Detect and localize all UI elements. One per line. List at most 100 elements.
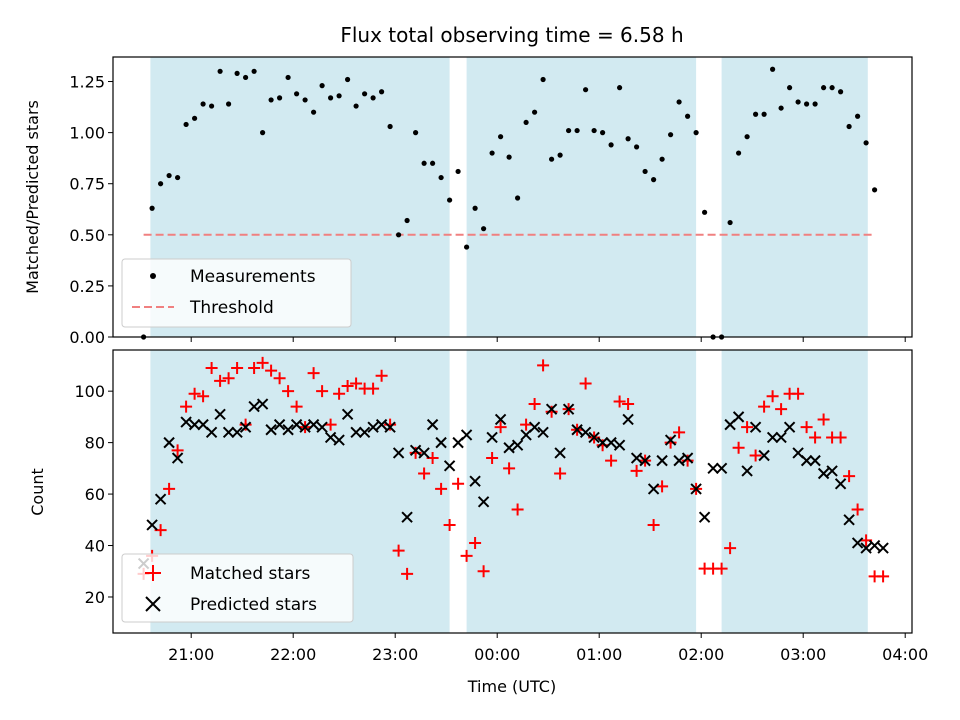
count-y-tick-label: 80: [85, 434, 105, 453]
predicted-star-marker: [511, 439, 524, 451]
matched-star-marker: [333, 387, 346, 400]
measurement-point: [183, 121, 189, 128]
predicted-star-marker: [171, 452, 184, 464]
measurement-point: [557, 152, 563, 158]
count-y-axis-label: Count: [28, 468, 47, 516]
measurement-point: [268, 97, 274, 103]
legend-predicted-marker: [145, 596, 161, 612]
matched-star-marker: [307, 367, 320, 380]
predicted-star-marker: [664, 434, 677, 446]
matched-star-marker: [477, 565, 490, 578]
measurement-point: [294, 91, 300, 97]
measurement-point: [438, 174, 444, 181]
predicted-star-marker: [766, 431, 779, 444]
ratio-y-axis-label: Matched/Predicted stars: [23, 100, 42, 294]
matched-star-marker: [766, 390, 779, 403]
predicted-star-marker: [418, 447, 430, 459]
measurement-point: [574, 127, 580, 134]
measurement-point: [540, 76, 546, 83]
predicted-star-marker: [741, 465, 753, 477]
measurement-point: [489, 150, 495, 156]
predicted-star-marker: [860, 542, 872, 554]
measurement-point: [421, 160, 427, 166]
matched-star-marker: [724, 542, 737, 555]
matched-star-marker: [350, 377, 363, 390]
measurement-point: [149, 205, 155, 211]
predicted-star-marker: [579, 426, 592, 439]
measurement-point: [353, 103, 359, 109]
measurement-point: [829, 85, 835, 91]
predicted-star-marker: [826, 465, 838, 477]
measurement-point: [302, 97, 308, 103]
predicted-star-marker: [477, 496, 490, 508]
predicted-star-marker: [630, 452, 643, 464]
measurement-point: [523, 119, 529, 126]
matched-star-marker: [817, 413, 830, 426]
matched-star-marker: [486, 452, 499, 465]
count-x-tick-label: 00:00: [474, 645, 520, 664]
measurement-point: [693, 130, 699, 136]
matched-star-marker: [664, 436, 677, 449]
measurement-point: [175, 174, 181, 181]
predicted-star-marker: [426, 418, 439, 431]
matched-star-marker: [681, 454, 694, 467]
measurement-point: [821, 85, 827, 91]
predicted-star-marker: [299, 421, 311, 433]
measurement-point: [625, 136, 631, 142]
predicted-star-marker: [673, 454, 685, 467]
count-legend-box: [121, 553, 354, 623]
matched-star-marker: [214, 374, 227, 387]
predicted-star-marker: [698, 511, 711, 523]
count-x-tick-label: 02:00: [678, 645, 724, 664]
matched-star-marker: [197, 390, 210, 403]
predicted-star-marker: [800, 454, 813, 467]
matched-star-marker: [834, 431, 847, 444]
predicted-star-marker: [324, 431, 337, 444]
predicted-star-marker: [732, 411, 745, 423]
measurement-point: [345, 76, 351, 83]
count-x-tick-label: 04:00: [882, 645, 928, 664]
count-x-tick-label: 03:00: [780, 645, 826, 664]
predicted-star-marker: [681, 452, 694, 464]
predicted-star-marker: [690, 483, 702, 495]
measurement-point: [413, 130, 419, 136]
predicted-star-marker: [188, 418, 201, 431]
measurement-point: [200, 101, 206, 107]
measurement-point: [617, 85, 623, 91]
ratio-y-tick-label: 0.50: [69, 226, 105, 245]
matched-star-marker: [171, 444, 184, 457]
count-y-axis-ticks: 20 40 60 80 100: [74, 382, 113, 607]
predicted-star-marker: [375, 418, 388, 431]
predicted-star-marker: [358, 426, 371, 439]
measurement-point: [472, 205, 478, 211]
ratio-y-tick-label: 1.25: [69, 73, 105, 92]
predicted-star-marker: [248, 400, 260, 413]
predicted-star-marker: [163, 436, 175, 449]
measurement-point: [863, 140, 869, 146]
ratio-shade-band: [466, 57, 697, 337]
measurement-point: [566, 127, 572, 134]
predicted-star-marker: [146, 519, 158, 531]
matched-star-marker: [758, 400, 771, 413]
measurement-point: [379, 89, 385, 95]
matched-star-marker: [367, 382, 380, 395]
ratio-y-tick-label: 0.25: [69, 277, 105, 296]
measurement-point: [872, 187, 878, 193]
measurement-point: [804, 101, 810, 107]
measurement-point: [362, 91, 368, 97]
predicted-star-marker: [503, 442, 515, 454]
measurement-point: [506, 154, 512, 160]
measurement-point: [464, 244, 470, 250]
predicted-star-marker: [316, 421, 328, 433]
measurement-point: [158, 181, 164, 187]
matched-star-marker: [290, 400, 303, 413]
measurement-point: [328, 95, 334, 101]
ratio-y-axis-ticks: 0.00 0.25 0.50 0.75 1.00 1.25: [69, 73, 113, 347]
matched-star-marker: [545, 405, 558, 418]
matched-star-marker: [265, 364, 278, 377]
predicted-star-marker: [537, 426, 549, 439]
ratio-panel: 0.00 0.25 0.50 0.75 1.00 1.25 Matched/Predict…: [23, 56, 913, 347]
measurement-point: [404, 217, 410, 224]
predicted-star-marker: [290, 418, 303, 431]
